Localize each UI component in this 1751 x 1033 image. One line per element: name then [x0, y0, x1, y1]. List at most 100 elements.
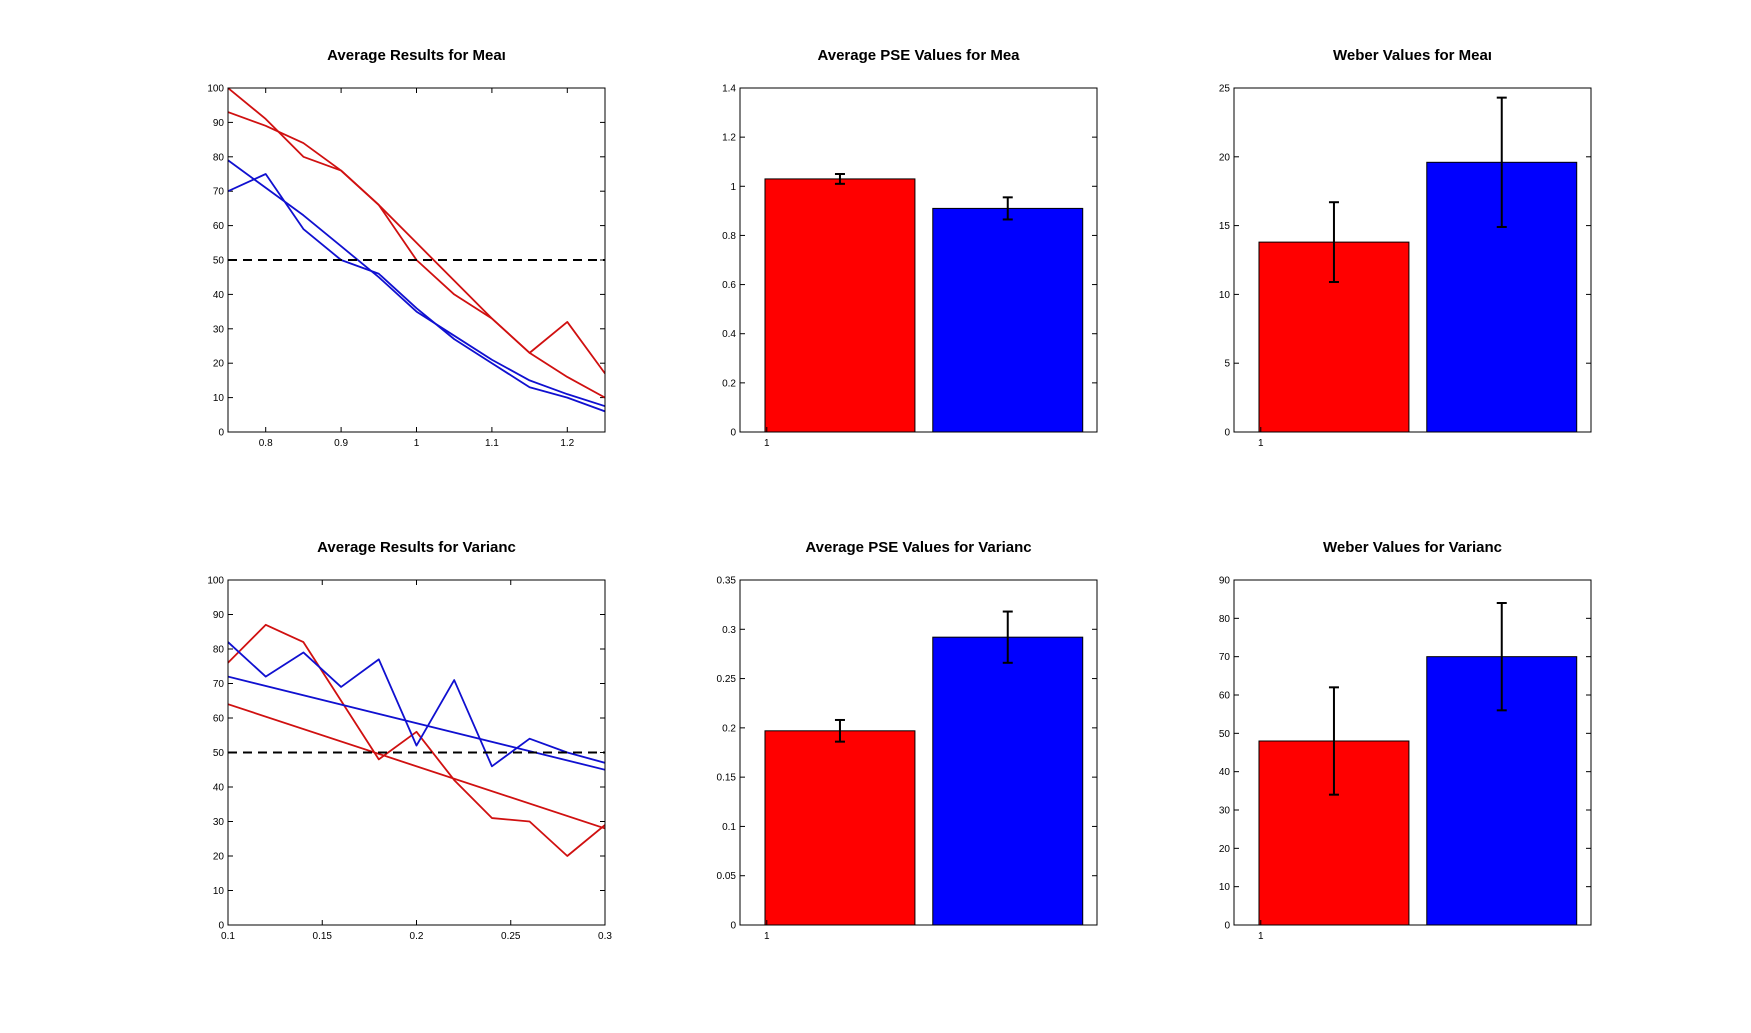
y-tick-label: 50	[213, 748, 225, 759]
y-tick-label: 20	[1219, 152, 1231, 163]
x-tick-label: 1	[1258, 931, 1264, 942]
chart-title: Average PSE Values for Varianc	[805, 539, 1031, 556]
y-tick-label: 0.25	[717, 674, 737, 685]
bar-1	[764, 730, 916, 926]
y-tick-label: 0.15	[717, 773, 737, 784]
y-tick-label: 100	[207, 576, 224, 587]
y-tick-label: 40	[1219, 767, 1231, 778]
bar-2	[932, 207, 1084, 433]
y-tick-label: 30	[213, 817, 225, 828]
y-tick-label: 0	[1224, 921, 1230, 932]
y-tick-label: 0.1	[722, 822, 736, 833]
y-tick-label: 80	[1219, 614, 1231, 625]
series-line-4-fit	[228, 675, 605, 771]
x-tick-label: 0.1	[221, 931, 235, 942]
y-tick-label: 0	[730, 428, 736, 439]
y-tick-label: 30	[213, 324, 225, 335]
y-tick-label: 0	[218, 921, 224, 932]
y-tick-label: 25	[1219, 84, 1231, 95]
y-tick-label: 100	[207, 84, 224, 95]
x-tick-label: 0.8	[259, 438, 273, 449]
x-tick-label: 1	[1258, 438, 1264, 449]
plot-area	[228, 623, 605, 857]
y-tick-label: 0.6	[722, 280, 736, 291]
y-tick-label: 20	[213, 852, 225, 863]
axes-frame	[227, 579, 606, 926]
chart-title: Average Results for Varianc	[317, 539, 516, 556]
y-tick-label: 0.2	[722, 378, 736, 389]
series-line-3-data	[228, 173, 605, 413]
chart-title: Average Results for Meaı	[327, 47, 506, 64]
x-tick-label: 1.1	[485, 438, 499, 449]
x-tick-label: 0.15	[313, 931, 333, 942]
axes-frame	[1233, 87, 1592, 433]
axes-frame	[1233, 579, 1592, 926]
x-tick-label: 0.25	[501, 931, 521, 942]
chart-panel-5: Average PSE Values for Varianc 0 0.05 0.1 0.…	[717, 539, 1098, 942]
y-tick-label: 20	[213, 359, 225, 370]
y-tick-label: 60	[213, 221, 225, 232]
y-tick-label: 5	[1224, 359, 1230, 370]
y-tick-label: 10	[1219, 882, 1231, 893]
chart-title: Average PSE Values for Mea	[817, 47, 1020, 64]
y-tick-label: 1	[730, 182, 736, 193]
chart-panel-3: Weber Values for Meaı 0 5 10 15 20 25 1	[1219, 47, 1592, 449]
y-tick-label: 0.05	[717, 871, 737, 882]
series-line-2-fit	[228, 703, 605, 830]
y-tick-label: 0	[218, 428, 224, 439]
y-tick-label: 0	[1224, 428, 1230, 439]
y-tick-label: 50	[1219, 729, 1231, 740]
chart-panel-1: Average Results for Meaı 0 10 20 30 40 50 60 70 8…	[207, 47, 606, 449]
plot-area	[228, 88, 605, 413]
y-tick-label: 40	[213, 783, 225, 794]
y-tick-label: 80	[213, 152, 225, 163]
chart-panel-6: Weber Values for Varianc 0 10 20 30 40 50 60 70 8…	[1219, 539, 1592, 942]
y-tick-label: 60	[213, 714, 225, 725]
y-tick-label: 80	[213, 645, 225, 656]
chart-panel-2: Average PSE Values for Mea 0 0.2 0.4 0.6 0.8 1…	[722, 47, 1098, 449]
y-tick-label: 10	[1219, 290, 1231, 301]
y-tick-label: 0	[730, 921, 736, 932]
bar-2	[932, 636, 1084, 926]
y-tick-label: 90	[213, 610, 225, 621]
y-tick-label: 1.4	[722, 84, 736, 95]
y-tick-label: 0.35	[717, 576, 737, 587]
y-tick-label: 0.4	[722, 329, 736, 340]
y-tick-label: 90	[213, 118, 225, 129]
x-tick-label: 0.3	[598, 931, 612, 942]
y-tick-label: 50	[213, 256, 225, 267]
chart-title: Weber Values for Varianc	[1323, 539, 1502, 556]
y-tick-label: 70	[213, 679, 225, 690]
x-tick-label: 1	[764, 438, 770, 449]
y-tick-label: 40	[213, 290, 225, 301]
bar-1	[764, 178, 916, 433]
axes-frame	[739, 579, 1098, 926]
x-tick-label: 0.9	[334, 438, 348, 449]
x-tick-label: 1.2	[560, 438, 574, 449]
y-tick-label: 0.3	[722, 625, 736, 636]
y-tick-label: 60	[1219, 691, 1231, 702]
y-tick-label: 15	[1219, 221, 1231, 232]
axes-frame	[227, 87, 606, 433]
y-tick-label: 20	[1219, 844, 1231, 855]
x-tick-label: 1	[414, 438, 420, 449]
y-tick-label: 10	[213, 393, 225, 404]
y-tick-label: 70	[1219, 652, 1231, 663]
series-line-3-data	[228, 641, 605, 768]
series-line-1-data	[228, 623, 605, 857]
axes-frame	[739, 87, 1098, 433]
y-tick-label: 70	[213, 187, 225, 198]
y-tick-label: 90	[1219, 576, 1231, 587]
series-line-4-fit	[228, 159, 605, 408]
y-tick-label: 10	[213, 886, 225, 897]
y-tick-label: 0.2	[722, 723, 736, 734]
chart-title: Weber Values for Meaı	[1333, 47, 1492, 64]
y-tick-label: 1.2	[722, 133, 736, 144]
series-line-2-fit	[228, 111, 605, 399]
chart-panel-4: Average Results for Varianc 0 10 20 30 40 50 60…	[207, 539, 612, 942]
x-tick-label: 0.2	[410, 931, 424, 942]
y-tick-label: 30	[1219, 806, 1231, 817]
series-line-1-data	[228, 88, 605, 375]
x-tick-label: 1	[764, 931, 770, 942]
